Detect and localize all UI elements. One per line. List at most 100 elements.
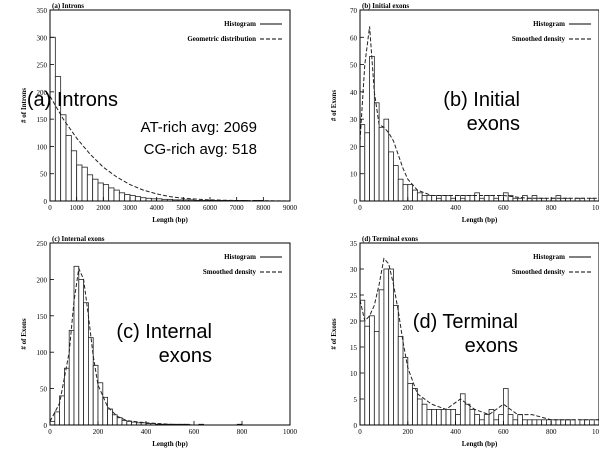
- x-tick-label: 400: [450, 204, 461, 212]
- histogram-bar: [97, 182, 104, 202]
- legend-label: Smoothed density: [512, 35, 566, 43]
- legend-label: Geometric distribution: [187, 35, 256, 43]
- y-tick-label: 0: [44, 198, 48, 206]
- histogram-bar: [416, 398, 423, 426]
- x-tick-label: 200: [403, 204, 414, 212]
- histogram-bar: [464, 195, 471, 202]
- density-curve: [359, 257, 599, 421]
- histogram-bar: [388, 268, 394, 426]
- histogram-bar: [49, 420, 56, 426]
- histogram-bar: [536, 419, 543, 426]
- histogram-bar: [393, 165, 399, 202]
- histogram-bar: [493, 419, 500, 426]
- x-tick-label: 400: [141, 428, 152, 436]
- panel-annotation: (d) Terminal: [413, 311, 518, 333]
- histogram-bar: [121, 420, 128, 426]
- x-tick-label: 5000: [176, 204, 191, 212]
- histogram-bar: [64, 367, 70, 426]
- x-tick-label: 0: [358, 204, 362, 212]
- x-tick-label: 2000: [96, 204, 111, 212]
- y-tick-label: 150: [37, 116, 48, 124]
- legend-label: Histogram: [533, 253, 565, 261]
- x-axis-label: Length (bp): [152, 216, 188, 224]
- histogram-bar: [498, 195, 504, 202]
- y-tick-label: 100: [37, 143, 48, 151]
- histogram-bar: [124, 194, 131, 202]
- histogram-bar: [359, 124, 366, 202]
- x-tick-label: 0: [48, 204, 52, 212]
- x-axis-label: Length (bp): [462, 440, 498, 448]
- x-tick-label: 200: [93, 428, 104, 436]
- x-tick-label: 600: [498, 428, 509, 436]
- y-tick-label: 50: [350, 62, 358, 70]
- histogram-bar: [113, 189, 120, 202]
- histogram-bar: [440, 195, 447, 202]
- y-tick-label: 30: [350, 116, 358, 124]
- y-axis-label: # of Exons: [20, 318, 28, 349]
- y-tick-label: 25: [350, 292, 358, 300]
- histogram-bar: [431, 408, 437, 426]
- density-curve: [49, 95, 291, 202]
- histogram-bar: [421, 195, 428, 202]
- y-tick-label: 10: [350, 370, 358, 378]
- histogram-bar: [502, 388, 509, 426]
- histogram-bar: [483, 195, 490, 202]
- y-tick-label: 150: [37, 313, 48, 321]
- y-tick-label: 20: [350, 318, 358, 326]
- histogram-bar: [546, 419, 552, 426]
- histogram-bar: [531, 419, 538, 426]
- histogram-bar: [107, 408, 113, 426]
- histogram-bar: [569, 419, 576, 426]
- y-tick-label: 10: [350, 171, 358, 179]
- histogram-bar: [555, 419, 562, 426]
- y-tick-label: 0: [354, 198, 358, 206]
- histogram-bar: [469, 195, 476, 202]
- panel-4: 0 5 10 15 20 25 30 35 0 200 400 600 800 1000 (d) Termi…: [330, 235, 599, 448]
- x-tick-label: 1000: [592, 204, 599, 212]
- legend-label: Histogram: [533, 20, 565, 28]
- histogram-bar: [512, 419, 519, 426]
- plot-frame: [359, 242, 599, 426]
- histogram-bar: [526, 419, 533, 426]
- histogram-bar: [464, 403, 471, 426]
- y-tick-label: 250: [37, 62, 48, 70]
- x-tick-label: 1000: [70, 204, 85, 212]
- x-tick-label: 6000: [203, 204, 218, 212]
- histogram-bar: [459, 393, 466, 426]
- histogram-bar: [407, 382, 413, 426]
- histogram-bar: [378, 289, 385, 426]
- panel-3: 0 50 100 150 200 250 0 200 400 600 800 1000 (c) Inte…: [20, 235, 298, 448]
- stats-label: CG-rich avg: 518: [144, 141, 257, 158]
- histogram-bar: [83, 302, 89, 426]
- panel-title: (b) Initial exons: [362, 2, 409, 10]
- histogram-bar: [483, 414, 490, 426]
- x-tick-label: 200: [403, 428, 414, 436]
- y-tick-label: 40: [350, 89, 358, 97]
- x-tick-label: 800: [546, 428, 557, 436]
- y-tick-label: 0: [354, 422, 358, 430]
- histogram-bar: [407, 184, 413, 202]
- histogram-bar: [78, 278, 85, 426]
- histogram-bar: [378, 126, 385, 202]
- y-tick-label: 100: [37, 349, 48, 357]
- histogram-bar: [102, 184, 110, 202]
- panel-title: (d) Terminal exons: [362, 235, 418, 243]
- y-tick-label: 250: [37, 240, 48, 248]
- y-tick-label: 200: [37, 276, 48, 284]
- x-tick-label: 1000: [592, 428, 599, 436]
- y-axis-label: # of Introns: [20, 88, 28, 123]
- x-tick-label: 1000: [283, 428, 298, 436]
- histogram-bar: [469, 408, 476, 426]
- y-tick-label: 200: [37, 89, 48, 97]
- histogram-bar: [108, 187, 115, 202]
- x-tick-label: 0: [358, 428, 362, 436]
- histogram-bar: [445, 408, 452, 426]
- histogram-bar: [126, 420, 133, 426]
- histogram-bar: [397, 336, 404, 426]
- histogram-bar: [560, 419, 566, 426]
- histogram-bar: [522, 419, 528, 426]
- histogram-bar: [436, 408, 442, 426]
- histogram-bar: [507, 414, 514, 426]
- histogram-bar: [116, 417, 123, 426]
